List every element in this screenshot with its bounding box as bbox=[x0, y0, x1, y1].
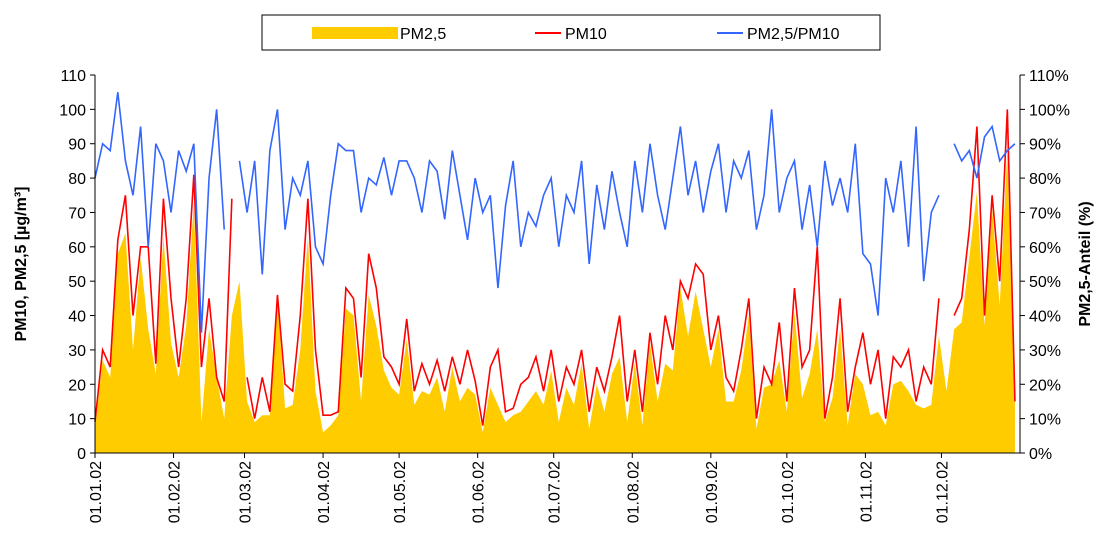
x-tick-label: 01.05.02 bbox=[392, 461, 409, 523]
y-tick-label: 0 bbox=[77, 446, 86, 463]
y-tick-label: 50 bbox=[68, 274, 86, 291]
y2-tick-label: 40% bbox=[1029, 309, 1061, 326]
y-tick-label: 30 bbox=[68, 343, 86, 360]
x-tick-label: 01.01.02 bbox=[88, 461, 105, 523]
y-tick-label: 20 bbox=[68, 377, 86, 394]
x-tick-label: 01.10.02 bbox=[780, 461, 797, 523]
y-tick-label: 80 bbox=[68, 171, 86, 188]
y-tick-label: 100 bbox=[59, 102, 86, 119]
x-tick-label: 01.06.02 bbox=[471, 461, 488, 523]
y-axis-title: PM10, PM2,5 [µg/m³] bbox=[13, 186, 30, 341]
line bbox=[94, 109, 1016, 426]
y-tick-label: 40 bbox=[68, 309, 86, 326]
y2-tick-label: 70% bbox=[1029, 205, 1061, 222]
x-tick-label: 01.09.02 bbox=[704, 461, 721, 523]
y2-tick-label: 80% bbox=[1029, 171, 1061, 188]
y2-tick-label: 50% bbox=[1029, 274, 1061, 291]
y-tick-label: 10 bbox=[68, 412, 86, 429]
y2-tick-label: 110% bbox=[1029, 68, 1069, 85]
y2-tick-label: 20% bbox=[1029, 377, 1061, 394]
y2-tick-label: 100% bbox=[1029, 102, 1070, 119]
y-tick-label: 60 bbox=[68, 240, 86, 257]
area bbox=[95, 150, 1015, 453]
x-tick-label: 01.08.02 bbox=[625, 461, 642, 523]
x-tick-label: 01.11.02 bbox=[858, 461, 875, 522]
y2-tick-label: 90% bbox=[1029, 137, 1061, 154]
x-tick-label: 01.12.02 bbox=[934, 461, 951, 523]
legend-label: PM2,5 bbox=[400, 26, 446, 43]
x-tick-label: 01.03.02 bbox=[238, 461, 255, 523]
x-tick-label: 01.04.02 bbox=[316, 461, 333, 523]
y-tick-label: 110 bbox=[60, 68, 86, 85]
x-tick-label: 01.07.02 bbox=[547, 461, 564, 523]
y2-tick-label: 0% bbox=[1029, 446, 1052, 463]
legend-label: PM10 bbox=[565, 26, 607, 43]
y2-tick-label: 10% bbox=[1029, 412, 1061, 429]
legend-label: PM2,5/PM10 bbox=[747, 26, 840, 43]
legend-swatch bbox=[312, 27, 398, 39]
y-tick-label: 90 bbox=[68, 137, 86, 154]
x-tick-label: 01.02.02 bbox=[167, 461, 184, 523]
y2-tick-label: 30% bbox=[1029, 343, 1061, 360]
line bbox=[94, 92, 1016, 333]
y2-axis-title: PM2,5-Anteil (%) bbox=[1077, 201, 1094, 326]
y-tick-label: 70 bbox=[68, 205, 86, 222]
y2-tick-label: 60% bbox=[1029, 240, 1061, 257]
